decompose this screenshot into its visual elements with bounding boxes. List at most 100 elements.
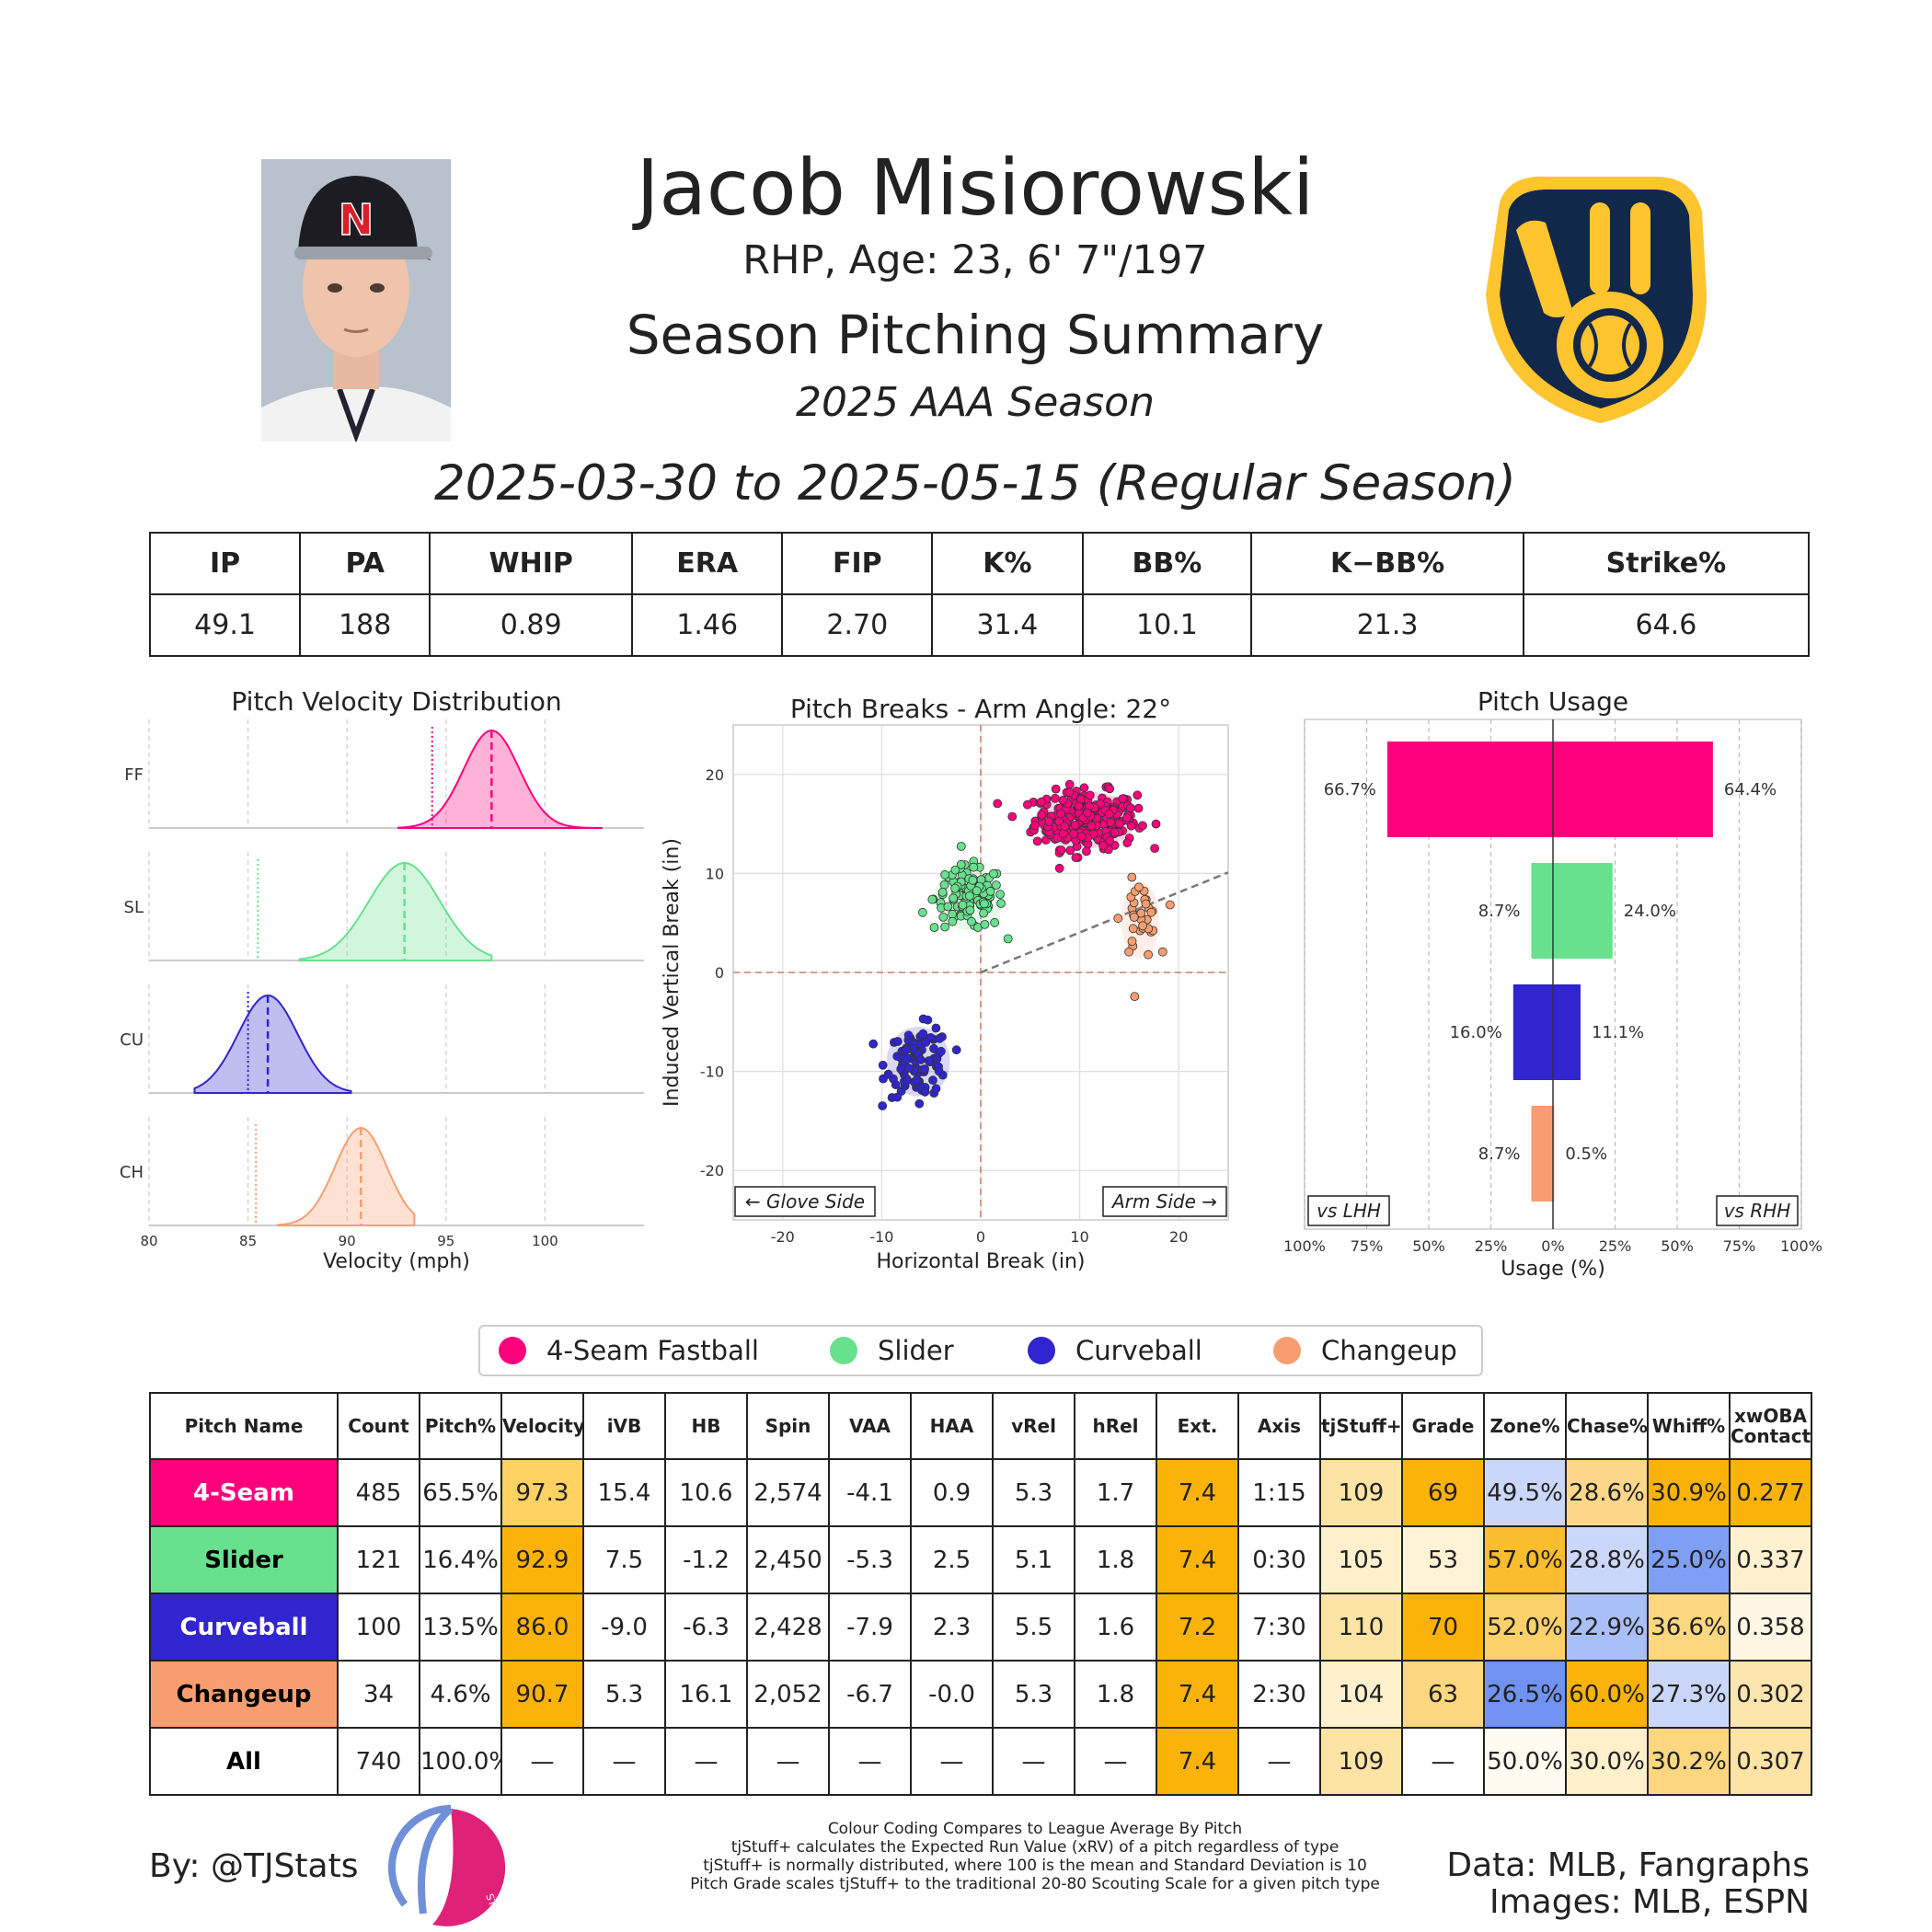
metric-cell: 92.9 <box>500 1525 584 1594</box>
metric-cell: 2.5 <box>910 1525 994 1594</box>
pitch-point <box>928 1075 937 1086</box>
x-tick-label: 25% <box>1599 1237 1632 1255</box>
pitch-name-cell: Slider <box>149 1525 339 1594</box>
metric-cell: 27.3% <box>1647 1660 1731 1729</box>
pitch-point <box>1079 783 1089 793</box>
metric-cell: 0.9 <box>910 1458 994 1527</box>
pitch-name-cell: Curveball <box>149 1593 339 1662</box>
y-tick-label: 0 <box>715 964 724 982</box>
pitch-point <box>892 1092 903 1102</box>
metric-cell: 7.2 <box>1156 1593 1239 1662</box>
stat-header: WHIP <box>429 532 634 595</box>
metric-cell: 2.3 <box>910 1593 994 1662</box>
pitch-point <box>1146 907 1156 917</box>
metric-cell: 2,052 <box>746 1660 830 1729</box>
x-axis-label: Horizontal Break (in) <box>877 1250 1086 1273</box>
x-axis-label: Velocity (mph) <box>323 1250 470 1273</box>
usage-bar-rhh <box>1553 742 1713 837</box>
pitch-break-chart: Pitch Breaks - Arm Angle: 22° -20 -10 0 10 20… <box>661 694 1229 1273</box>
pitch-point <box>903 1064 914 1073</box>
annotation-text: Arm Side → <box>1110 1190 1217 1213</box>
vs-lhh-annotation: vs LHH <box>1307 1195 1390 1226</box>
usage-bar-lhh <box>1386 742 1553 837</box>
column-header: Whiff% <box>1647 1392 1731 1460</box>
annotation-box <box>1102 1186 1227 1217</box>
cap-logo-letter: N <box>339 195 374 245</box>
pitch-point <box>878 1101 888 1110</box>
pitch-point <box>1124 947 1133 957</box>
metric-cell: 16.1 <box>664 1660 748 1729</box>
pitch-point <box>1133 790 1143 800</box>
velocity-density-ff <box>397 730 603 829</box>
pitch-point <box>993 799 1003 809</box>
metric-cell: 53 <box>1401 1525 1485 1594</box>
pitch-point <box>1070 820 1080 830</box>
pitch-point <box>1133 803 1144 813</box>
metric-cell: 70 <box>1401 1593 1485 1662</box>
metric-cell: — <box>828 1727 912 1796</box>
pitch-point <box>938 912 949 922</box>
usage-bar-rhh <box>1553 863 1613 959</box>
pitch-metrics-table: Pitch Name Count Pitch% Velocity iVB HB Spin VA… <box>149 1392 1812 1796</box>
pitch-point <box>951 1045 961 1055</box>
x-tick-label: 0% <box>1541 1237 1564 1255</box>
pitch-point <box>1003 934 1013 944</box>
pitch-point <box>995 890 1006 900</box>
pitch-point <box>1083 808 1093 818</box>
metric-cell: 1.8 <box>1074 1525 1157 1594</box>
y-tick-label: -10 <box>700 1064 724 1081</box>
usage-label-rhh: 0.5% <box>1565 1144 1607 1164</box>
annotation-text: ← Glove Side <box>745 1190 865 1213</box>
pitch-point <box>1122 838 1133 848</box>
pitch-point <box>936 1046 946 1056</box>
pitch-point <box>892 1052 903 1062</box>
metric-cell: 65.5% <box>419 1458 502 1527</box>
column-header: vRel <box>992 1392 1075 1460</box>
x-tick-label: 90 <box>339 1233 356 1249</box>
pitch-point <box>912 1075 922 1085</box>
pitch-point <box>1144 949 1153 960</box>
pitch-point <box>896 1064 906 1074</box>
metric-cell: 69 <box>1401 1458 1485 1527</box>
column-header: Grade <box>1401 1392 1485 1460</box>
x-tick-label: 50% <box>1412 1237 1445 1255</box>
pitch-point <box>915 1055 926 1064</box>
metric-cell: 15.4 <box>582 1458 666 1527</box>
pitch-point <box>902 1045 912 1055</box>
metric-cell: 25.0% <box>1647 1525 1731 1594</box>
pitch-point <box>949 893 959 903</box>
pitch-point <box>1032 836 1042 846</box>
velocity-density-ch <box>276 1126 416 1226</box>
pitch-point <box>1130 992 1140 1002</box>
x-tick-label: 85 <box>239 1233 257 1249</box>
metric-cell: 2,450 <box>746 1525 830 1594</box>
column-header: Ext. <box>1156 1392 1239 1460</box>
pitch-point <box>1037 810 1047 820</box>
metric-cell: 100.0% <box>419 1727 502 1796</box>
metric-cell: -9.0 <box>582 1593 666 1662</box>
pitch-point <box>968 875 978 885</box>
pitch-point <box>914 1098 925 1109</box>
pitch-point <box>917 907 927 917</box>
metric-cell: — <box>992 1727 1075 1796</box>
stat-header: ERA <box>631 532 784 595</box>
metric-cell: -7.9 <box>828 1593 912 1662</box>
pitch-point <box>1085 790 1095 800</box>
stat-value: 188 <box>299 593 431 657</box>
velocity-density-cu <box>193 995 352 1094</box>
metric-cell: 1.8 <box>1074 1660 1157 1729</box>
metric-cell: 7.4 <box>1156 1458 1239 1527</box>
stats-header-row: IP PA WHIP ERA FIP K% BB% K−BB% Strike% <box>148 532 1811 595</box>
pitch-point <box>996 899 1006 908</box>
column-header: HAA <box>910 1392 994 1460</box>
metric-cell: -5.3 <box>828 1525 912 1594</box>
legend-marker <box>1273 1337 1301 1364</box>
pitch-point <box>1051 784 1061 794</box>
pitch-point <box>903 1030 914 1041</box>
legend-marker <box>1028 1337 1055 1364</box>
metric-cell: 740 <box>337 1727 420 1796</box>
team-logo <box>1486 176 1707 423</box>
pitch-point <box>1128 924 1138 934</box>
x-tick-label: 100 <box>532 1233 558 1249</box>
metric-cell: 49.5% <box>1483 1458 1567 1527</box>
